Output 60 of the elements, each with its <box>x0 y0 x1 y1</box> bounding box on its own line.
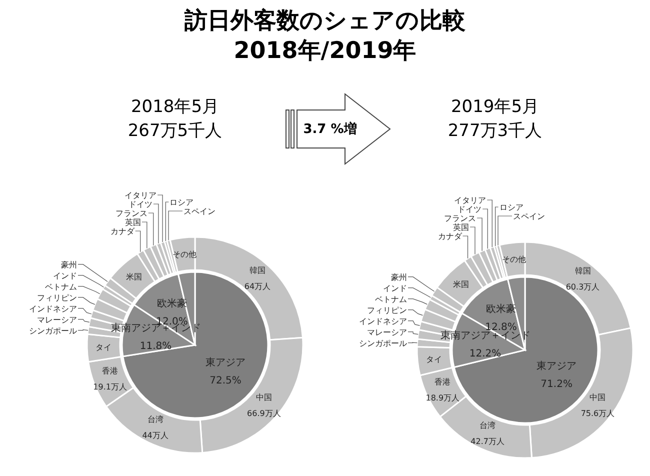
slice-label: カナダ <box>438 232 463 241</box>
slice-label: その他 <box>172 250 196 259</box>
slice-label: 中国 <box>590 393 606 402</box>
slice-label: 韓国 <box>249 266 266 275</box>
slice-label: ロシア <box>170 198 194 207</box>
data-label: 42.7万人 <box>470 437 504 446</box>
slice-label: 香港 <box>102 366 118 376</box>
data-label: 18.9万人 <box>426 394 460 403</box>
data-label: 71.2% <box>540 379 572 390</box>
slice-label: イタリア <box>124 191 157 200</box>
slice-label: 台湾 <box>147 415 164 424</box>
slice-label: フランス <box>444 214 476 223</box>
slice-label: タイ <box>426 355 442 364</box>
data-label: 64万人 <box>244 282 271 291</box>
slice-label: 豪州 <box>61 260 77 270</box>
slice-label: インド <box>53 271 77 280</box>
slice-label: ロシア <box>499 203 524 212</box>
slice-label: 東アジア <box>536 360 577 372</box>
slice-label: フィリピン <box>367 306 407 315</box>
slice-label: 米国 <box>126 272 142 282</box>
slice-label: シンガポール <box>359 338 407 348</box>
slice-label: インド <box>383 284 407 293</box>
chart-subtitle: 2019年5月 277万3千人 <box>446 96 544 143</box>
data-label: 44万人 <box>142 431 168 440</box>
data-label: 19.1万人 <box>93 382 127 392</box>
slice-label: インドネシア <box>29 304 77 314</box>
slice-label: マレーシア <box>37 315 77 324</box>
slice-label: 韓国 <box>574 266 591 276</box>
slice-label: ドイツ <box>458 205 482 214</box>
chart-subtitle: 2018年5月 267万5千人 <box>126 96 224 143</box>
slice-label: 豪州 <box>391 272 407 282</box>
slice-label: 中国 <box>256 392 272 402</box>
data-label: 60.3万人 <box>566 282 600 292</box>
text: 3.7 %増 <box>302 120 358 138</box>
slice-label: 台湾 <box>480 421 496 430</box>
slice-label: フィリピン <box>37 293 77 302</box>
slice-label: イタリア <box>454 196 486 205</box>
data-label: 72.5% <box>210 375 242 386</box>
slice-label: マレーシア <box>367 328 407 337</box>
slice-label: シンガポール <box>29 326 77 336</box>
slice-label: インドネシア <box>359 316 407 326</box>
slice-label: カナダ <box>110 227 136 236</box>
slice-label: 英国 <box>124 218 141 227</box>
slice-label: スペイン <box>184 207 216 216</box>
data-label: 11.8% <box>140 340 172 352</box>
slice-label: 香港 <box>434 378 451 387</box>
slice-label: ドイツ <box>128 200 152 209</box>
data-label: 12.2% <box>469 348 502 360</box>
slice-label: ベトナム <box>375 294 407 304</box>
slice-label: その他 <box>502 254 526 264</box>
slice-label: 米国 <box>453 280 470 290</box>
slice-label: ベトナム <box>45 282 77 292</box>
data-label: 66.9万人 <box>247 408 281 418</box>
slice-label: フランス <box>115 209 148 218</box>
slice-label: スペイン <box>513 212 546 221</box>
slice-label: タイ <box>96 343 112 352</box>
slice-label: 東アジア <box>206 356 246 368</box>
data-label: 75.6万人 <box>580 409 615 418</box>
text: 訪日外客数のシェアの比較 2018年/2019年 <box>183 7 466 66</box>
slice-label: 英国 <box>452 223 469 232</box>
